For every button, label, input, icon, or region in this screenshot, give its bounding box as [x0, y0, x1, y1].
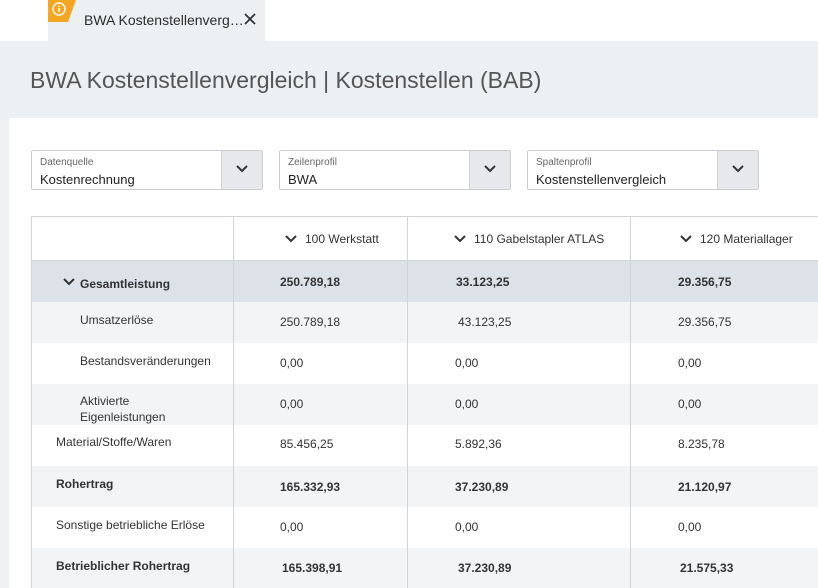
zeilenprofil-caption: Zeilenprofil [288, 157, 337, 168]
info-icon [48, 0, 76, 22]
cell-value: 165.398,91 [282, 561, 343, 575]
cell-value: 33.123,25 [456, 275, 510, 289]
cell-value: 37.230,89 [458, 561, 512, 575]
page-title: BWA Kostenstellenvergleich | Kostenstell… [30, 67, 542, 93]
tab-bwa[interactable] [48, 0, 265, 41]
row-label: Umsatzerlöse [80, 313, 154, 327]
table-header-row: 100 Werkstatt 110 Gabelstapler ATLAS 120… [32, 217, 818, 261]
row-label: Bestandsveränderungen [80, 354, 211, 368]
chevron-down-icon[interactable] [63, 278, 75, 286]
cell-value: 21.120,97 [678, 480, 732, 494]
cell-value: 0,00 [455, 356, 479, 370]
column-divider [407, 217, 408, 588]
cell-value: 250.789,18 [280, 315, 341, 329]
spaltenprofil-select[interactable]: Spaltenprofil Kostenstellenvergleich [527, 150, 759, 190]
datenquelle-select[interactable]: Datenquelle Kostenrechnung [31, 150, 263, 190]
cell-value: 0,00 [455, 520, 479, 534]
cell-value: 0,00 [280, 520, 304, 534]
column-header-110[interactable]: 110 Gabelstapler ATLAS [454, 232, 604, 246]
cell-value: 8.235,78 [678, 437, 725, 451]
close-icon[interactable] [243, 12, 257, 26]
tab-label: BWA Kostenstellenverg… [84, 12, 244, 28]
page-header: BWA Kostenstellenvergleich | Kostenstell… [0, 41, 818, 118]
chevron-down-icon [236, 165, 248, 173]
cell-value: 0,00 [280, 356, 304, 370]
row-label: Material/Stoffe/Waren [56, 435, 172, 449]
chevron-down-icon [484, 165, 496, 173]
cell-value: 250.789,18 [280, 275, 341, 289]
datenquelle-dropdown-button[interactable] [221, 151, 262, 189]
cell-value: 0,00 [678, 520, 702, 534]
chevron-down-icon [732, 165, 744, 173]
content-area [9, 118, 818, 588]
cell-value: 5.892,36 [455, 437, 502, 451]
bwa-table: 100 Werkstatt 110 Gabelstapler ATLAS 120… [31, 216, 818, 588]
table-row-sonstige-erloese[interactable]: Sonstige betriebliche Erlöse 0,00 0,00 0… [32, 507, 818, 548]
zeilenprofil-value: BWA [288, 172, 318, 187]
row-label: Rohertrag [56, 477, 114, 491]
cell-value: 29.356,75 [678, 315, 732, 329]
column-header-label: 100 Werkstatt [305, 232, 379, 246]
column-divider [630, 217, 631, 588]
column-header-label: 120 Materiallager [700, 232, 793, 246]
row-label-line2: Eigenleistungen [80, 410, 166, 424]
row-label: Betrieblicher Rohertrag [56, 559, 191, 573]
column-header-100[interactable]: 100 Werkstatt [285, 232, 379, 246]
cell-value: 165.332,93 [280, 480, 341, 494]
spaltenprofil-dropdown-button[interactable] [717, 151, 758, 189]
cell-value: 21.575,33 [680, 561, 734, 575]
zeilenprofil-dropdown-button[interactable] [469, 151, 510, 189]
row-label: Sonstige betriebliche Erlöse [56, 518, 205, 532]
datenquelle-caption: Datenquelle [40, 157, 94, 168]
cell-value: 0,00 [678, 397, 702, 411]
table-row-bestandsveraenderungen[interactable]: Bestandsveränderungen 0,00 0,00 0,00 [32, 343, 818, 384]
chevron-down-icon [680, 235, 692, 243]
zeilenprofil-select[interactable]: Zeilenprofil BWA [279, 150, 511, 190]
cell-value: 29.356,75 [678, 275, 732, 289]
spaltenprofil-value: Kostenstellenvergleich [536, 172, 667, 187]
column-header-label: 110 Gabelstapler ATLAS [474, 232, 605, 246]
chevron-down-icon [285, 235, 297, 243]
cell-value: 0,00 [455, 397, 479, 411]
table-row-material[interactable]: Material/Stoffe/Waren 85.456,25 5.892,36… [32, 425, 818, 466]
table-row-gesamtleistung[interactable]: Gesamtleistung 250.789,18 33.123,25 29.3… [32, 261, 818, 302]
table-row-rohertrag[interactable]: Rohertrag 165.332,93 37.230,89 21.120,97 [32, 466, 818, 507]
row-label: Aktivierte [80, 394, 130, 408]
cell-value: 37.230,89 [455, 480, 509, 494]
cell-value: 85.456,25 [280, 437, 334, 451]
tab-bar: BWA Kostenstellenverg… [0, 0, 818, 41]
row-label: Gesamtleistung [80, 277, 171, 291]
table-row-umsatzerloese[interactable]: Umsatzerlöse 250.789,18 43.123,25 29.356… [32, 302, 818, 343]
cell-value: 0,00 [678, 356, 702, 370]
datenquelle-value: Kostenrechnung [40, 172, 135, 187]
spaltenprofil-caption: Spaltenprofil [536, 157, 592, 168]
table-row-betrieblicher-rohertrag[interactable]: Betrieblicher Rohertrag 165.398,91 37.23… [32, 548, 818, 588]
column-divider [233, 217, 234, 588]
cell-value: 0,00 [280, 397, 304, 411]
table-row-aktivierte-eigenleistungen[interactable]: Aktivierte Eigenleistungen 0,00 0,00 0,0… [32, 384, 818, 425]
column-header-120[interactable]: 120 Materiallager [680, 232, 793, 246]
chevron-down-icon [454, 235, 466, 243]
cell-value: 43.123,25 [458, 315, 512, 329]
